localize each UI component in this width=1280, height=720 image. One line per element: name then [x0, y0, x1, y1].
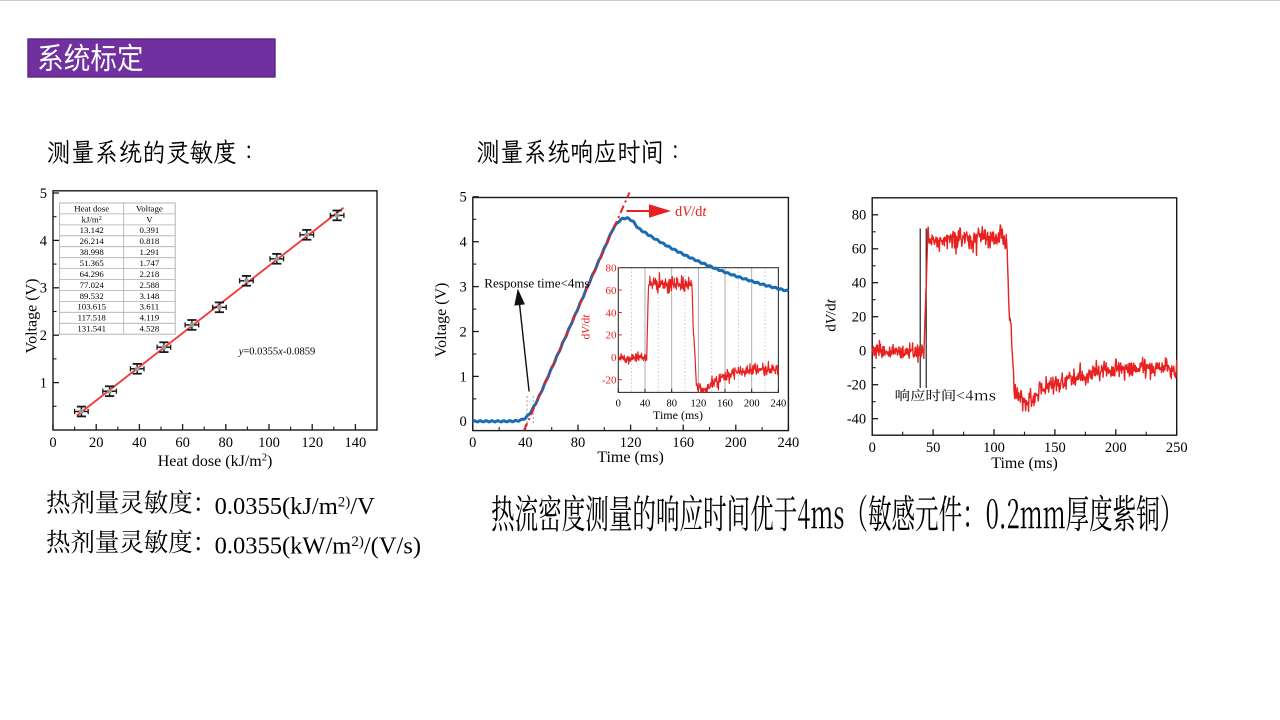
svg-text:40: 40 — [132, 435, 147, 451]
svg-text:40: 40 — [606, 307, 618, 319]
svg-text:Voltage (V): Voltage (V) — [24, 279, 41, 354]
svg-text:0: 0 — [469, 435, 476, 451]
svg-text:4.119: 4.119 — [140, 313, 160, 323]
svg-text:160: 160 — [672, 435, 694, 451]
svg-text:40: 40 — [518, 435, 533, 451]
svg-text:20: 20 — [852, 310, 867, 326]
svg-text:200: 200 — [1105, 440, 1127, 456]
svg-text:80: 80 — [666, 399, 677, 410]
svg-text:3: 3 — [40, 281, 47, 297]
svg-text:20: 20 — [606, 330, 618, 342]
svg-text:0.818: 0.818 — [140, 236, 160, 246]
svg-text:240: 240 — [778, 435, 800, 451]
svg-text:103.615: 103.615 — [77, 302, 106, 312]
svg-text:1.291: 1.291 — [140, 247, 160, 257]
svg-text:13.142: 13.142 — [80, 225, 104, 235]
svg-text:0.391: 0.391 — [140, 225, 160, 235]
svg-text:2: 2 — [460, 324, 467, 340]
svg-text:89.532: 89.532 — [80, 291, 104, 301]
svg-text:4: 4 — [40, 233, 48, 249]
svg-text:100: 100 — [258, 435, 280, 451]
svg-text:kJ/m2: kJ/m2 — [82, 214, 102, 224]
svg-text:y=0.0355x-0.0859: y=0.0355x-0.0859 — [238, 347, 316, 358]
svg-text:120: 120 — [691, 399, 707, 410]
svg-text:5: 5 — [460, 190, 467, 206]
svg-text:4.528: 4.528 — [140, 324, 160, 334]
svg-text:40: 40 — [852, 276, 867, 292]
svg-text:0.0355(kW/m2)/(V/s): 0.0355(kW/m2)/(V/s) — [215, 532, 421, 559]
svg-text:240: 240 — [771, 399, 787, 410]
svg-text:dV/dt: dV/dt — [824, 298, 840, 331]
svg-text:1: 1 — [40, 376, 47, 392]
svg-text:Response time<4ms: Response time<4ms — [484, 276, 589, 291]
svg-text:V: V — [146, 214, 153, 224]
svg-text:0.0355(kJ/m2)/V: 0.0355(kJ/m2)/V — [215, 493, 375, 520]
svg-text:3.611: 3.611 — [140, 302, 159, 312]
svg-text:200: 200 — [744, 399, 760, 410]
svg-text:51.365: 51.365 — [80, 258, 105, 268]
svg-text:250: 250 — [1166, 440, 1188, 456]
svg-text:200: 200 — [725, 435, 747, 451]
svg-text:0: 0 — [611, 352, 617, 364]
svg-text:80: 80 — [606, 263, 618, 275]
svg-text:4: 4 — [460, 235, 468, 251]
svg-text:-40: -40 — [847, 412, 866, 428]
svg-text:77.024: 77.024 — [80, 280, 105, 290]
svg-text:0: 0 — [859, 344, 866, 360]
svg-text:Voltage: Voltage — [136, 203, 163, 213]
svg-text:Time (ms): Time (ms) — [653, 408, 703, 422]
svg-text:117.518: 117.518 — [78, 313, 107, 323]
svg-text:80: 80 — [571, 435, 586, 451]
svg-text:160: 160 — [717, 399, 733, 410]
svg-text:Heat dose (kJ/m2): Heat dose (kJ/m2) — [158, 453, 273, 471]
svg-text:0: 0 — [49, 435, 56, 451]
svg-text:80: 80 — [219, 435, 234, 451]
svg-text:26.214: 26.214 — [80, 236, 105, 246]
svg-text:3: 3 — [460, 280, 467, 296]
svg-text:50: 50 — [926, 440, 941, 456]
svg-text:1.747: 1.747 — [140, 258, 160, 268]
svg-text:Heat dose: Heat dose — [74, 203, 109, 213]
svg-text:Time (ms): Time (ms) — [597, 449, 664, 466]
svg-text:140: 140 — [345, 435, 367, 451]
svg-text:3.148: 3.148 — [140, 291, 160, 301]
svg-text:0: 0 — [460, 414, 467, 430]
svg-text:60: 60 — [606, 285, 618, 297]
svg-text:2.218: 2.218 — [140, 269, 160, 279]
svg-text:-20: -20 — [602, 375, 617, 387]
svg-text:20: 20 — [89, 435, 104, 451]
svg-text:60: 60 — [175, 435, 190, 451]
svg-text:0: 0 — [869, 440, 876, 456]
svg-text:80: 80 — [852, 208, 867, 224]
svg-text:38.998: 38.998 — [80, 247, 105, 257]
svg-text:Voltage (V): Voltage (V) — [433, 283, 450, 358]
svg-text:64.296: 64.296 — [80, 269, 105, 279]
svg-text:120: 120 — [620, 435, 642, 451]
svg-text:-20: -20 — [847, 378, 866, 394]
svg-text:5: 5 — [40, 186, 47, 202]
svg-text:60: 60 — [852, 242, 867, 258]
svg-text:2: 2 — [40, 328, 47, 344]
svg-text:131.541: 131.541 — [77, 324, 106, 334]
svg-text:1: 1 — [460, 369, 467, 385]
svg-text:dV/dt: dV/dt — [675, 204, 707, 220]
svg-text:dV/dt: dV/dt — [581, 314, 593, 340]
svg-text:100: 100 — [983, 440, 1005, 456]
svg-text:2.588: 2.588 — [140, 280, 160, 290]
svg-text:Time (ms): Time (ms) — [991, 455, 1058, 472]
svg-text:0: 0 — [616, 399, 621, 410]
svg-text:150: 150 — [1044, 440, 1066, 456]
svg-text:40: 40 — [640, 399, 651, 410]
svg-text:120: 120 — [301, 435, 323, 451]
